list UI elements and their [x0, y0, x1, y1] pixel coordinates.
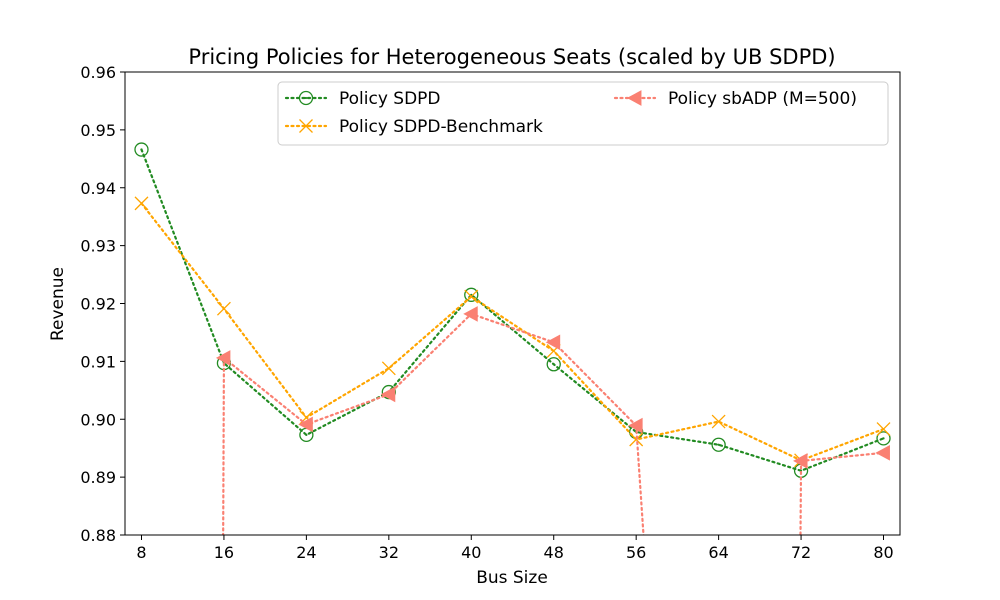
series-point — [381, 361, 396, 376]
series-point-center — [304, 96, 308, 100]
series-offscale-line — [635, 424, 645, 535]
legend-label: Policy SDPD-Benchmark — [339, 117, 543, 137]
series-line — [140, 202, 885, 462]
series-1 — [134, 142, 891, 478]
series-point — [629, 432, 644, 447]
x-tick-label: 16 — [214, 543, 234, 562]
legend-box — [277, 81, 889, 146]
series-point-center — [552, 363, 555, 366]
series-point — [464, 287, 479, 302]
x-tick-label: 32 — [379, 543, 399, 562]
series-offscale-line — [222, 356, 226, 535]
legend-label: Policy sbADP (M=500) — [668, 89, 857, 109]
x-tick-label: 48 — [544, 543, 564, 562]
x-tick-label: 40 — [461, 543, 481, 562]
legend: Policy SDPD Policy SDPD-Benchmark Policy s… — [277, 81, 889, 146]
series-point — [546, 357, 561, 372]
legend-entry: Policy sbADP (M=500) — [613, 89, 857, 109]
series-point — [876, 431, 891, 446]
series-point — [216, 301, 231, 316]
series-line — [222, 312, 885, 463]
series-point — [876, 422, 891, 437]
series-point — [299, 119, 313, 133]
series-point — [793, 453, 808, 469]
legend-label: Policy SDPD — [339, 89, 441, 109]
y-tick-label: 0.90 — [80, 410, 116, 429]
series-point — [463, 306, 478, 322]
chart-title: Pricing Policies for Heterogeneous Seats… — [188, 45, 835, 69]
y-axis: 0.88 0.89 0.90 0.91 0.92 0.93 0.94 0.95 0.96 — [80, 63, 125, 545]
x-axis-label: Bus Size — [476, 568, 548, 588]
legend-entry: Policy SDPD — [284, 89, 441, 109]
series-point-center — [140, 148, 143, 151]
series-offscale-line — [799, 459, 803, 535]
series-3 — [215, 306, 890, 535]
y-tick-label: 0.92 — [80, 295, 116, 314]
series-point — [711, 437, 726, 452]
series-point — [875, 444, 890, 461]
x-tick-label: 24 — [296, 543, 316, 562]
series-layer — [134, 142, 891, 535]
y-tick-label: 0.91 — [80, 352, 116, 371]
series-point-center — [882, 437, 885, 440]
series-point — [628, 417, 643, 434]
y-tick-label: 0.95 — [80, 121, 116, 140]
x-tick-label: 56 — [626, 543, 646, 562]
series-point — [298, 416, 313, 433]
series-point — [298, 90, 314, 106]
series-point — [134, 142, 149, 157]
series-point — [380, 386, 396, 403]
series-2 — [134, 196, 891, 468]
series-point-center — [305, 433, 308, 436]
y-tick-label: 0.89 — [80, 468, 116, 487]
y-axis-label: Revenue — [48, 267, 68, 341]
series-point-center — [717, 443, 720, 446]
y-tick-label: 0.93 — [80, 237, 116, 256]
legend-entry: Policy SDPD-Benchmark — [284, 117, 543, 137]
y-tick-label: 0.96 — [80, 63, 116, 82]
series-point — [134, 196, 149, 211]
y-tick-label: 0.88 — [80, 526, 116, 545]
x-tick-label: 80 — [873, 543, 893, 562]
x-axis: 8 16 24 32 40 48 56 64 72 80 — [136, 535, 894, 562]
series-point — [545, 334, 561, 351]
plot-area — [134, 142, 891, 535]
series-point — [626, 90, 642, 106]
series-point — [464, 289, 479, 304]
y-tick-label: 0.94 — [80, 179, 116, 198]
series-line — [140, 148, 885, 472]
series-point — [711, 414, 726, 429]
x-tick-label: 8 — [136, 543, 146, 562]
x-tick-label: 64 — [708, 543, 728, 562]
series-point — [215, 350, 231, 366]
x-tick-label: 72 — [791, 543, 811, 562]
